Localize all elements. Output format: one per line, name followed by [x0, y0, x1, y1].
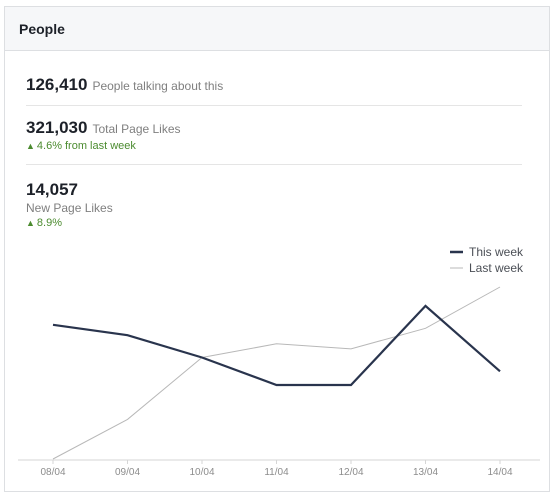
up-triangle-icon: ▲	[26, 141, 35, 151]
series-line-last-week	[52, 286, 501, 460]
divider	[26, 105, 522, 106]
legend-label-this-week: This week	[469, 245, 524, 259]
up-triangle-icon: ▲	[26, 218, 35, 228]
x-tick-label: 12/04	[338, 467, 363, 478]
total-likes-change-value: 4.6%	[36, 140, 62, 152]
panel-title: People	[19, 20, 65, 37]
stat-total-likes: 321,030 Total Page Likes ▲ 4.6% from las…	[26, 118, 522, 152]
new-likes-change-value: 8.9%	[36, 217, 62, 229]
total-likes-value: 321,030	[26, 118, 88, 137]
x-tick-label: 14/04	[487, 467, 512, 478]
x-tick-label: 10/04	[189, 467, 214, 478]
people-panel: People	[4, 6, 550, 492]
talking-value: 126,410	[26, 75, 88, 94]
talking-label: People talking about this	[92, 79, 224, 93]
stat-new-likes: 14,057 New Page Likes ▲ 8.9%	[26, 180, 522, 229]
new-likes-change: ▲ 8.9%	[26, 217, 522, 229]
x-tick-label: 08/04	[40, 467, 65, 478]
total-likes-change-suffix: from last week	[65, 140, 136, 152]
x-tick-label: 11/04	[264, 467, 289, 478]
x-tick-label: 13/04	[413, 467, 438, 478]
new-likes-value: 14,057	[26, 180, 78, 199]
legend-label-last-week: Last week	[469, 261, 524, 275]
divider	[26, 164, 522, 165]
total-likes-label: Total Page Likes	[92, 122, 181, 136]
series-line-this-week	[52, 304, 501, 387]
total-likes-change: ▲ 4.6% from last week	[26, 140, 522, 152]
x-tick-label: 09/04	[115, 467, 140, 478]
stat-talking: 126,410 People talking about this	[26, 75, 522, 95]
new-likes-label: New Page Likes	[26, 201, 113, 215]
panel-header: People	[5, 7, 549, 51]
